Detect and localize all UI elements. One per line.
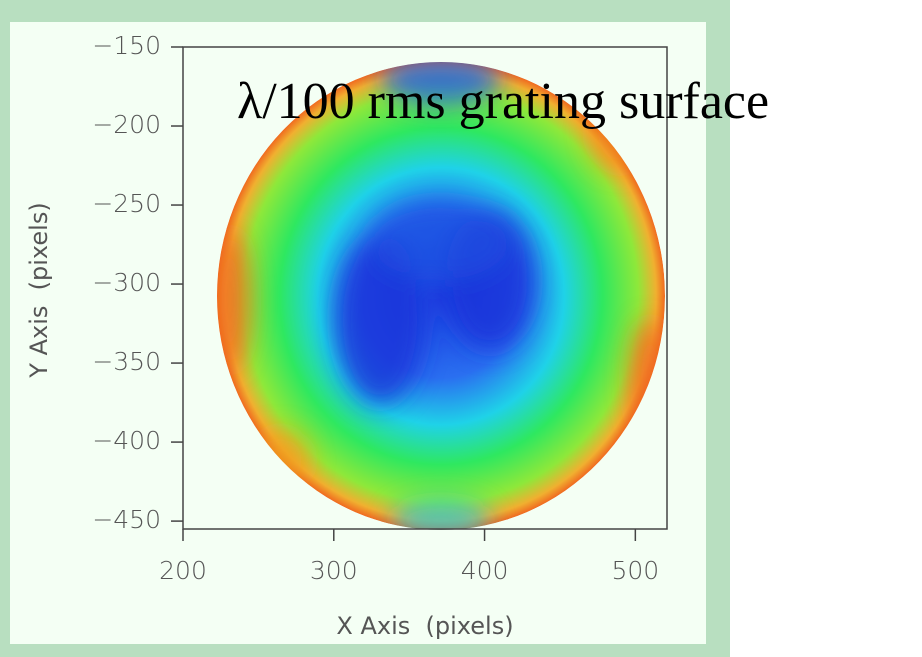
y-tick-label: −450 — [92, 505, 161, 534]
y-tick-label: −400 — [92, 426, 161, 455]
x-tick-label: 200 — [159, 556, 207, 585]
y-tick-label: −200 — [92, 110, 161, 139]
x-tick-label: 400 — [461, 556, 509, 585]
y-tick-label: −300 — [92, 268, 161, 297]
x-axis-label: X Axis (pixels) — [336, 612, 513, 640]
y-axis-label: Y Axis (pixels) — [25, 202, 53, 378]
x-tick-label: 300 — [310, 556, 358, 585]
y-tick-label: −150 — [92, 31, 161, 60]
y-tick-label: −350 — [92, 347, 161, 376]
plot-frame — [182, 46, 668, 530]
chart-title: λ/100 rms grating surface — [237, 73, 769, 130]
y-tick-label: −250 — [92, 189, 161, 218]
x-tick-label: 500 — [611, 556, 659, 585]
surface — [217, 62, 665, 530]
